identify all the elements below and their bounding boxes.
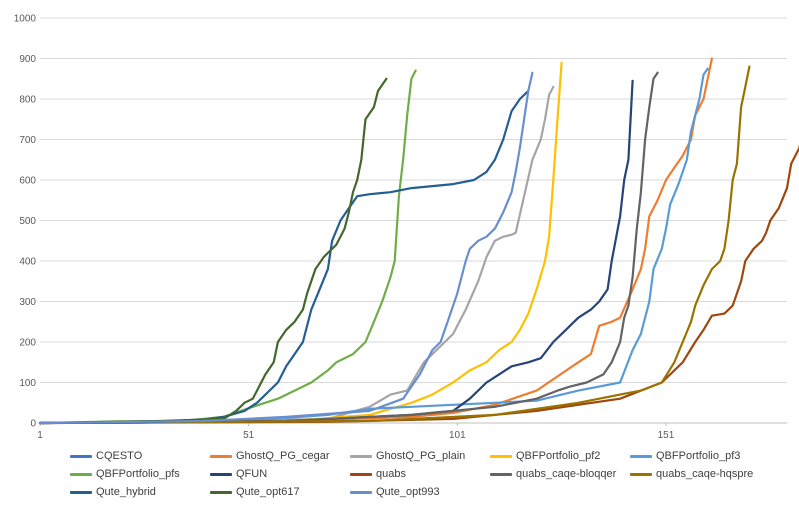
legend-item: QBFPortfolio_pfs [70,468,180,480]
legend-item: QBFPortfolio_pf3 [630,450,740,462]
legend-label: QFUN [236,468,268,480]
legend-item: quabs [350,468,406,480]
legend-item: quabs_caqe-bloqqer [490,468,616,480]
y-tick-label: 500 [19,216,36,227]
legend-label: QBFPortfolio_pf2 [516,450,601,462]
legend-label: QBFPortfolio_pf3 [656,450,741,462]
legend-item: CQESTO [70,450,142,462]
legend-item: QFUN [210,468,267,480]
series-line-quabs-caqe-hqspre [38,65,751,425]
legend-swatch [210,472,232,476]
y-tick-label: 700 [19,135,36,146]
y-tick-label: 400 [19,257,36,268]
legend-item: Qute_opt617 [210,486,300,498]
grid-lines [40,17,787,424]
series-line-qbfportfolio-pf2 [38,61,563,425]
legend-item: quabs_caqe-hqspre [630,468,753,480]
y-tick-label: 1000 [14,14,37,25]
series-line-quabs-caqe-bloqqer [38,71,659,425]
y-tick-label: 0 [30,419,36,430]
series-line-quabs [38,143,799,425]
legend-label: CQESTO [96,450,143,462]
legend-swatch [210,454,232,458]
y-tick-label: 800 [19,95,36,106]
legend-label: Qute_hybrid [96,486,156,498]
legend-label: GhostQ_PG_cegar [236,450,330,462]
legend-label: quabs_caqe-hqspre [656,468,754,480]
legend-swatch [350,472,372,476]
legend-item: QBFPortfolio_pf2 [490,450,600,462]
legend-item: Qute_opt993 [350,486,440,498]
legend-swatch [70,490,92,494]
legend-swatch [490,454,512,458]
legend-label: QBFPortfolio_pfs [96,468,180,480]
series-line-qute-hybrid [38,89,530,425]
legend-swatch [350,454,372,458]
legend-label: quabs [376,468,406,480]
legend-swatch [630,472,652,476]
legend-label: GhostQ_PG_plain [376,450,466,462]
series-line-qbfportfolio-pfs [38,69,417,425]
legend-swatch [350,490,372,494]
legend-swatch [70,454,92,458]
x-tick-label: 1 [37,430,43,440]
series-line-qute-opt617 [38,77,388,425]
legend-swatch [490,472,512,476]
x-tick-label: 151 [658,430,675,440]
y-tick-label: 200 [19,338,36,349]
legend-label: quabs_caqe-bloqqer [516,468,617,480]
series-line-qfun [38,79,634,425]
y-tick-label: 600 [19,176,36,187]
series-line-qute-opt993 [38,71,534,425]
x-tick-label: 51 [243,430,255,440]
legend-label: Qute_opt993 [376,486,440,498]
legend-item: GhostQ_PG_plain [350,450,465,462]
legend-item: GhostQ_PG_cegar [210,450,330,462]
legend-swatch [70,472,92,476]
series-lines [38,57,799,425]
y-tick-label: 900 [19,54,36,65]
x-tick-label: 101 [449,430,466,440]
series-line-ghostq-pg-cegar [38,57,713,425]
y-tick-label: 300 [19,297,36,308]
legend-swatch [630,454,652,458]
legend-label: Qute_opt617 [236,486,300,498]
series-line-ghostq-pg-plain [38,85,555,425]
legend-item: Qute_hybrid [70,486,156,498]
legend-swatch [210,490,232,494]
y-tick-label: 100 [19,378,36,389]
series-line-qbfportfolio-pf3 [38,67,709,425]
